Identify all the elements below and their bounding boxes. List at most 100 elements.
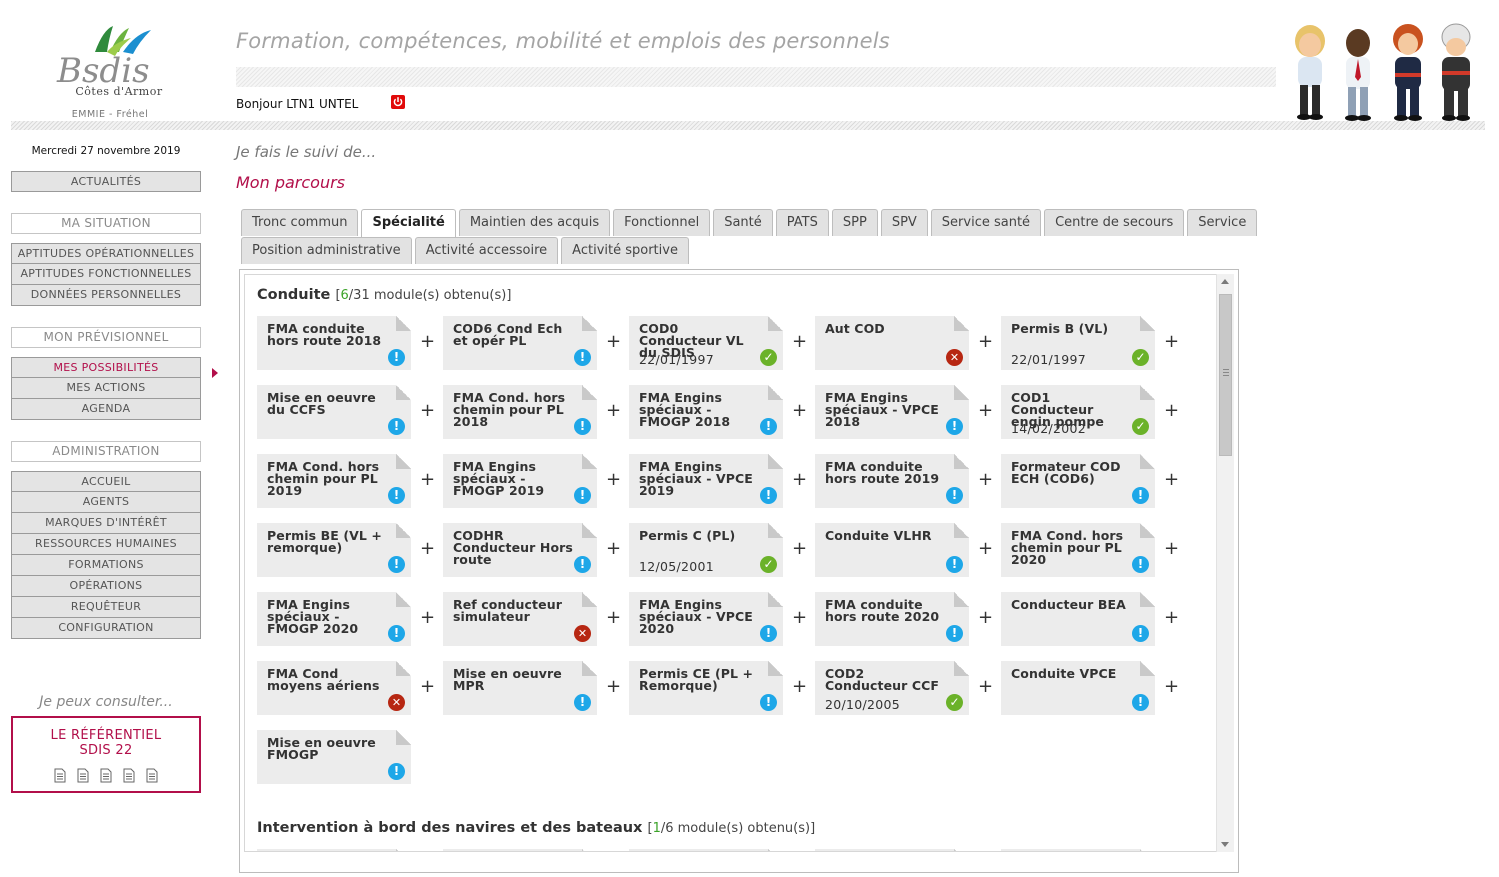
module-title: FMA conduite hors route 2020 [825,597,940,624]
tab-service-sante[interactable]: Service santé [930,209,1042,236]
plus-icon: + [978,676,994,697]
tab-centre-de-secours[interactable]: Centre de secours [1044,209,1185,236]
tab-maintien-des-acquis[interactable]: Maintien des acquis [458,209,611,236]
module-card[interactable] [443,849,597,851]
modules-scroll-area[interactable]: Conduite [6/31 module(s) obtenu(s)] FMA … [244,274,1219,852]
plus-icon: + [978,400,994,421]
module-card[interactable]: CODHR Conducteur Hors route! [443,523,597,577]
module-card[interactable]: COD1 Conducteur engin pompe 14/02/2002 ✓ [1001,385,1155,439]
sidebar-item-donnees-personnelles[interactable]: DONNÉES PERSONNELLES [11,285,201,306]
sidebar-item-aptitudes-fonctionnelles[interactable]: APTITUDES FONCTIONNELLES [11,264,201,285]
plus-icon: + [420,538,436,559]
plus-icon: + [792,607,808,628]
sidebar-item-agenda[interactable]: AGENDA [11,399,201,420]
tab-activite-sportive[interactable]: Activité sportive [561,237,689,264]
module-card[interactable]: Ref conducteur simulateur ✕ [443,592,597,646]
tab-spv[interactable]: SPV [880,209,928,236]
sidebar-item-configuration[interactable]: CONFIGURATION [11,618,201,639]
sidebar-news: ACTUALITÉS [11,171,201,192]
sidebar-item-requeteur[interactable]: REQUÊTEUR [11,597,201,618]
module-card[interactable]: FMA Engins spéciaux - FMOGP 2018! [629,385,783,439]
module-card[interactable] [815,849,969,851]
tab-spp[interactable]: SPP [831,209,878,236]
module-card[interactable]: Mise en oeuvre FMOGP! [257,730,411,784]
scroll-down-icon[interactable] [1221,842,1229,847]
sidebar-item-aptitudes-operationnelles[interactable]: APTITUDES OPÉRATIONNELLES [11,243,201,264]
module-title: Permis BE (VL + remorque) [267,528,383,555]
plus-icon: + [978,331,994,352]
module-card[interactable]: FMA conduite hors route 2018! [257,316,411,370]
tab-service[interactable]: Service [1187,209,1258,236]
module-title: FMA conduite hors route 2018 [267,321,382,348]
referentiel-box[interactable]: LE RÉFÉRENTIEL SDIS 22 [11,716,201,793]
module-card[interactable]: Conduite VLHR! [815,523,969,577]
module-card[interactable]: FMA Cond. hors chemin pour PL 2018! [443,385,597,439]
plus-icon: + [978,469,994,490]
module-card[interactable]: FMA Cond moyens aériens ✕ [257,661,411,715]
document-icon[interactable] [123,768,135,783]
module-card[interactable] [257,849,411,851]
sidebar-header-administration: ADMINISTRATION [11,441,201,462]
module-card[interactable]: Conducteur BEA! [1001,592,1155,646]
plus-icon: + [606,676,622,697]
header-separator [11,121,1485,130]
sidebar-item-mes-possibilites[interactable]: MES POSSIBILITÉS [11,357,201,378]
module-card[interactable]: FMA Engins spéciaux - FMOGP 2019! [443,454,597,508]
document-icon[interactable] [77,768,89,783]
module-card[interactable]: Aut COD ✕ [815,316,969,370]
power-icon[interactable] [391,95,405,109]
module-card[interactable] [629,849,783,851]
sidebar-item-formations[interactable]: FORMATIONS [11,555,201,576]
sidebar-item-agents[interactable]: AGENTS [11,492,201,513]
page-fold-icon [582,454,597,469]
panel-scrollbar[interactable] [1216,274,1234,852]
info-icon: ! [574,418,591,435]
module-card[interactable]: Conduite VPCE! [1001,661,1155,715]
sidebar-item-actualites[interactable]: ACTUALITÉS [11,171,201,192]
tab-activite-accessoire[interactable]: Activité accessoire [414,237,559,264]
sidebar-item-operations[interactable]: OPÉRATIONS [11,576,201,597]
module-card[interactable] [1001,849,1155,851]
sidebar-item-mes-actions[interactable]: MES ACTIONS [11,378,201,399]
check-icon: ✓ [760,349,777,366]
module-card[interactable]: COD6 Cond Ech et opér PL! [443,316,597,370]
module-title: Conducteur BEA [1011,597,1126,612]
module-card[interactable]: FMA conduite hors route 2019! [815,454,969,508]
module-card[interactable]: Permis B (VL) 22/01/1997 ✓ [1001,316,1155,370]
module-card[interactable]: FMA Engins spéciaux - VPCE 2019! [629,454,783,508]
document-icon[interactable] [146,768,158,783]
module-title: CODHR Conducteur Hors route [453,528,573,567]
tab-fonctionnel[interactable]: Fonctionnel [613,209,711,236]
sidebar-item-marques-interet[interactable]: MARQUES D'INTÉRÊT [11,513,201,534]
module-card[interactable]: Permis CE (PL + Remorque)! [629,661,783,715]
module-card[interactable]: FMA Cond. hors chemin pour PL 2019! [257,454,411,508]
scroll-up-icon[interactable] [1221,279,1229,284]
module-card[interactable]: FMA conduite hors route 2020! [815,592,969,646]
module-card[interactable]: FMA Engins spéciaux - FMOGP 2020! [257,592,411,646]
sidebar-item-ressources-humaines[interactable]: RESSOURCES HUMAINES [11,534,201,555]
sidebar-item-accueil[interactable]: ACCUEIL [11,471,201,492]
tab-tronc-commun[interactable]: Tronc commun [241,209,359,236]
consult-label: Je peux consulter... [39,694,173,710]
module-card[interactable]: COD0 Conducteur VL du SDIS 22/01/1997 ✓ [629,316,783,370]
document-icon[interactable] [54,768,66,783]
module-card[interactable]: FMA Cond. hors chemin pour PL 2020! [1001,523,1155,577]
page-fold-icon [1140,316,1155,331]
tab-pats[interactable]: PATS [775,209,829,236]
module-card[interactable]: FMA Engins spéciaux - VPCE 2020! [629,592,783,646]
module-card[interactable]: Permis BE (VL + remorque)! [257,523,411,577]
tab-sante[interactable]: Santé [713,209,773,236]
sdis-logo[interactable]: Bsdis Côtes d'Armor EMMIE - Fréhel [45,17,175,120]
module-card[interactable]: COD2 Conducteur CCF 20/10/2005 ✓ [815,661,969,715]
module-card[interactable]: Permis C (PL) 12/05/2001 ✓ [629,523,783,577]
module-card[interactable]: Mise en oeuvre du CCFS! [257,385,411,439]
plus-icon: + [606,469,622,490]
module-card[interactable]: Mise en oeuvre MPR! [443,661,597,715]
scroll-thumb[interactable] [1219,294,1232,456]
referentiel-documents [13,765,199,784]
tab-specialite[interactable]: Spécialité [361,209,456,237]
tab-position-administrative[interactable]: Position administrative [241,237,412,264]
module-card[interactable]: FMA Engins spéciaux - VPCE 2018! [815,385,969,439]
document-icon[interactable] [100,768,112,783]
module-card[interactable]: Formateur COD ECH (COD6)! [1001,454,1155,508]
